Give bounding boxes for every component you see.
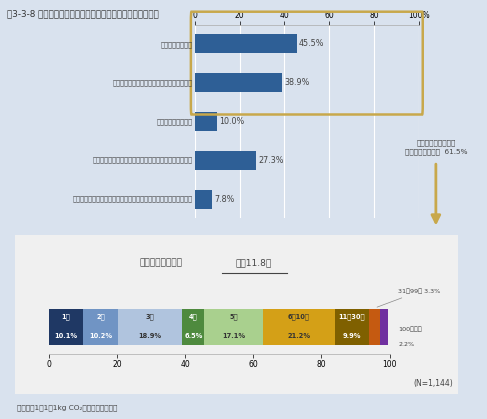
Bar <box>369 309 380 345</box>
Text: 5人: 5人 <box>229 314 238 321</box>
Bar <box>380 309 388 345</box>
Bar <box>195 112 217 131</box>
Bar <box>195 190 212 209</box>
Text: 10.2%: 10.2% <box>89 334 112 339</box>
Text: 6.5%: 6.5% <box>184 334 203 339</box>
Bar <box>335 309 369 345</box>
Text: 3人: 3人 <box>146 314 154 321</box>
Text: 21.2%: 21.2% <box>287 334 311 339</box>
Text: 9.9%: 9.9% <box>343 334 361 339</box>
Text: 31～99人 3.3%: 31～99人 3.3% <box>377 289 440 307</box>
Text: 人と話題にしたり伝えていないし、今後も人に伝えるつもりはない: 人と話題にしたり伝えていないし、今後も人に伝えるつもりはない <box>73 195 192 202</box>
Bar <box>195 151 256 170</box>
Text: 出典：「1人1日1kg CO₂削減運動」事務局: 出典：「1人1日1kg CO₂削減運動」事務局 <box>17 405 117 411</box>
Text: 4人: 4人 <box>189 314 198 321</box>
Text: 38.9%: 38.9% <box>284 78 310 87</box>
Text: 伝えた相手の人数: 伝えた相手の人数 <box>139 259 182 268</box>
Text: 図3-3-8 「私のチャレンジ宣言」参加者アンケート調査結果: 図3-3-8 「私のチャレンジ宣言」参加者アンケート調査結果 <box>7 9 159 18</box>
Text: 家族以外の友人や知人、同僚等と話題にした: 家族以外の友人や知人、同僚等と話題にした <box>112 80 192 86</box>
Bar <box>182 309 205 345</box>
Text: 100人以上: 100人以上 <box>398 326 422 332</box>
Bar <box>118 309 182 345</box>
Text: 10.0%: 10.0% <box>220 117 244 126</box>
Text: 話題にした（計）  61.5%: 話題にした（計） 61.5% <box>405 148 467 155</box>
Bar <box>195 73 282 92</box>
Text: ブログで話題にした: ブログで話題にした <box>156 118 192 125</box>
Bar <box>195 34 297 53</box>
Text: 10.1%: 10.1% <box>55 334 77 339</box>
Bar <box>49 309 83 345</box>
Bar <box>263 309 335 345</box>
Bar <box>83 309 118 345</box>
Text: 18.9%: 18.9% <box>139 334 162 339</box>
Text: 7.8%: 7.8% <box>214 195 235 204</box>
Text: 平均11.8人: 平均11.8人 <box>235 259 271 268</box>
Text: 1人: 1人 <box>61 314 70 321</box>
Text: 2人: 2人 <box>96 314 105 321</box>
Text: まだ話題にしたりしていないが、今後話題にしてみたい: まだ話題にしたりしていないが、今後話題にしてみたい <box>93 157 192 163</box>
Text: 17.1%: 17.1% <box>222 334 245 339</box>
Text: 11～30人: 11～30人 <box>338 314 365 321</box>
Text: 27.3%: 27.3% <box>258 156 284 165</box>
Bar <box>205 309 263 345</box>
Text: (N=1,144): (N=1,144) <box>413 379 453 388</box>
Text: 2.2%: 2.2% <box>398 341 414 347</box>
Text: 家族や友人や知人と: 家族や友人や知人と <box>416 139 455 146</box>
FancyBboxPatch shape <box>3 230 469 398</box>
Text: 45.5%: 45.5% <box>299 39 324 48</box>
Text: 家族と話題にした: 家族と話題にした <box>160 41 192 48</box>
Text: 6～10人: 6～10人 <box>288 314 310 321</box>
